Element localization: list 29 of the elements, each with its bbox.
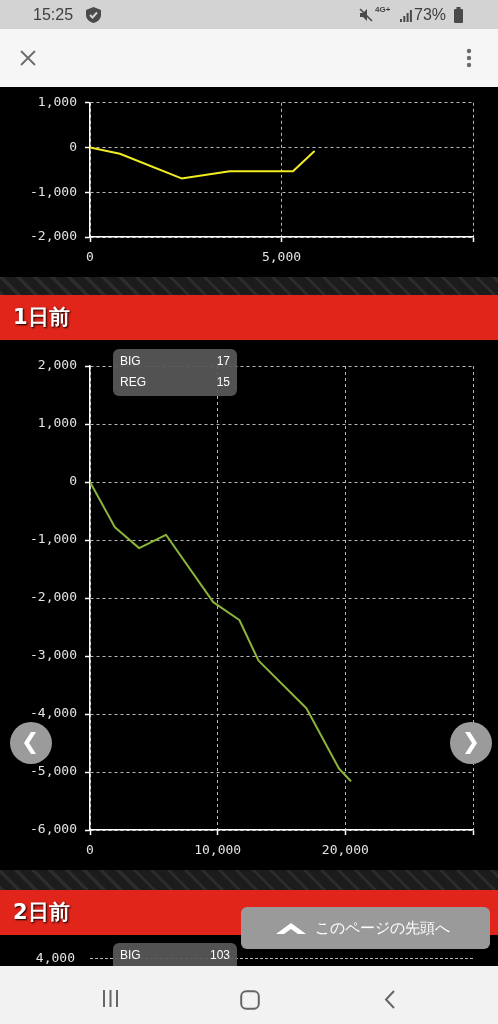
back-to-top-button: このページの先頭へ [241, 907, 490, 949]
y-tick-label: -4,000 [30, 705, 77, 721]
y-tick-label: -2,000 [30, 589, 77, 605]
x-tick-label: 20,000 [321, 842, 369, 858]
annotation: REG [120, 374, 147, 391]
y-tick-label: -3,000 [30, 647, 77, 663]
y-tick-label: 0 [69, 473, 77, 489]
y-tick-label: -1,000 [30, 531, 77, 547]
y-tick-label: 2,000 [37, 357, 77, 373]
x-tick-label: 0 [86, 842, 94, 858]
x-tick-label: 10,000 [194, 842, 242, 858]
x-tick-label: 5,000 [261, 249, 302, 265]
y-tick-label: -2,000 [30, 228, 77, 244]
text: 4,000 [34, 950, 75, 966]
y-tick-label: -1,000 [30, 183, 77, 199]
text: 73% [414, 5, 447, 24]
counter-box: BIG 103 [113, 943, 237, 966]
annotation: BIG [120, 353, 141, 370]
y-tick-label: -6,000 [30, 821, 77, 837]
y-tick-label: 0 [69, 138, 77, 154]
text: 15:25 [33, 5, 74, 24]
y-tick-label: 1,000 [37, 415, 77, 431]
y-tick-label: -5,000 [30, 763, 77, 779]
text: 2日前 [13, 899, 70, 925]
chart-title: 1日前 [13, 304, 70, 330]
annotation: 15 [216, 374, 230, 391]
annotation: 17 [216, 353, 230, 370]
text: 4G+ [375, 5, 391, 14]
y-tick-label: 1,000 [37, 94, 77, 110]
